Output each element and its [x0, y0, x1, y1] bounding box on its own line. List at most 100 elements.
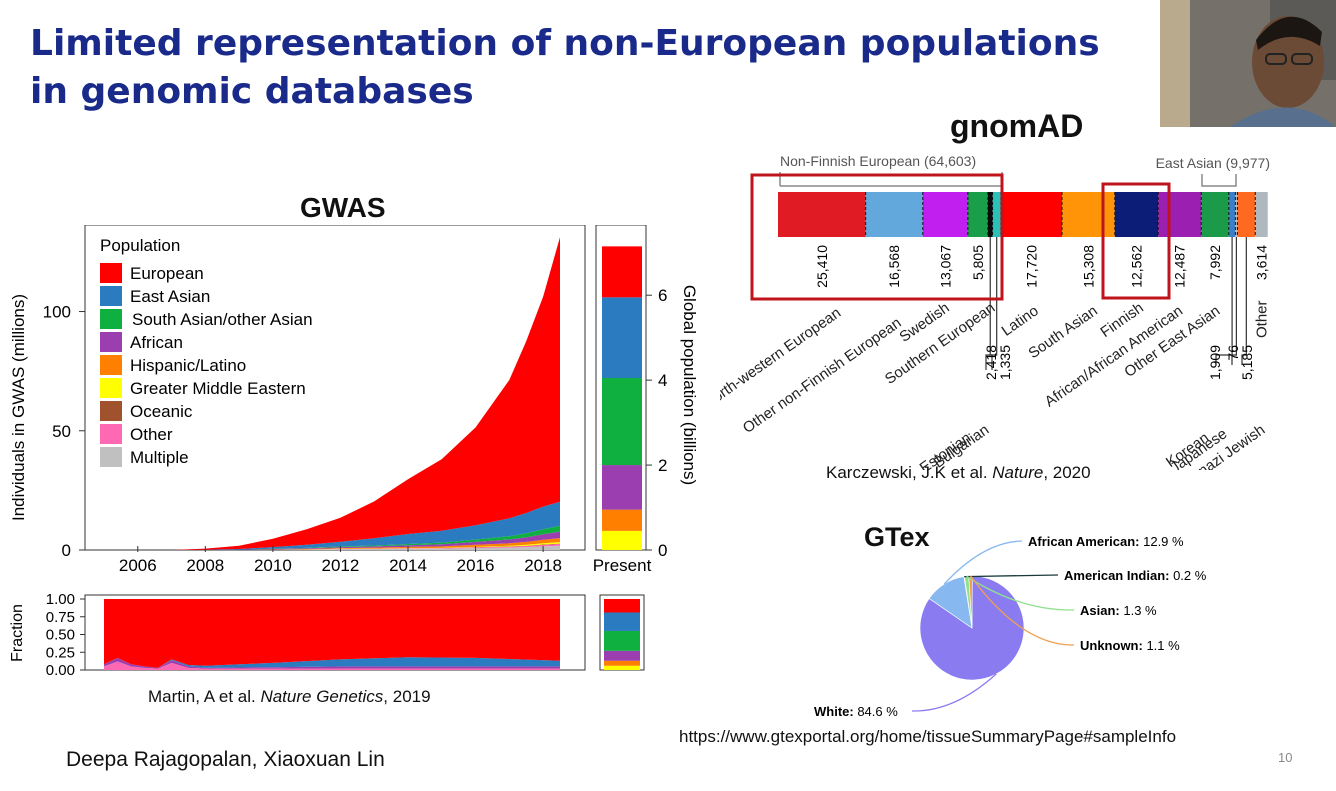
gnomad-value-label: 15,308: [1080, 245, 1096, 288]
gnomad-value-label: 12,562: [1128, 245, 1144, 288]
pie-label-african-american: African American: 12.9 %: [1028, 534, 1184, 549]
global-fraction-european: [604, 599, 640, 613]
fraction-area-east-asian: [104, 657, 560, 668]
gnomad-value-label: 17,720: [1023, 245, 1039, 288]
population-ytick-label: 2: [658, 456, 667, 475]
gnomad-citation-authors: Karczewski, J.K et al.: [826, 463, 993, 482]
population-bar-african: [602, 465, 642, 510]
gnomad-bar-african-african-american: [1158, 192, 1202, 237]
fraction-area-european: [104, 599, 560, 668]
population-bar-east-asian: [602, 297, 642, 379]
legend-item-hispanic-latino: Hispanic/Latino: [130, 356, 246, 375]
legend-item-south-asian-other-asian: South Asian/other Asian: [132, 310, 313, 329]
group-label-non-finnish-european: Non-Finnish European (64,603): [780, 153, 976, 169]
gtex-source-url: https://www.gtexportal.org/home/tissueSu…: [679, 727, 1177, 746]
gwas-heading: GWAS: [300, 192, 386, 223]
gnomad-category-label: Other: [1254, 300, 1271, 338]
pie-leader-line: [966, 575, 1075, 611]
gwas-xtick-label: 2016: [457, 556, 495, 575]
gnomad-leader-line: [1215, 237, 1233, 365]
population-ylabel: Global population (billions): [680, 285, 699, 485]
legend-swatch: [100, 286, 122, 306]
fraction-ytick-label: 0.75: [46, 609, 75, 626]
gnomad-value-label: 7,992: [1207, 245, 1223, 280]
gnomad-value-label: 12,487: [1172, 245, 1188, 288]
gnomad-bar-other-non-finnish-european: [865, 192, 923, 237]
gnomad-bar-japanese: [1235, 192, 1238, 237]
pie-leader-line: [964, 574, 1059, 578]
authors-footer: Deepa Rajagopalan, Xiaoxuan Lin: [66, 748, 385, 771]
gnomad-bar-bulgarian: [987, 192, 993, 237]
gnomad-leader-line: [985, 237, 998, 370]
legend-swatch: [100, 424, 122, 444]
gwas-ytick-label: 50: [52, 422, 71, 441]
fraction-area-african: [104, 657, 560, 669]
global-fraction-african: [604, 650, 640, 661]
legend-item-african: African: [130, 333, 183, 352]
gwas-ytick-label: 0: [62, 541, 71, 560]
global-fraction-greater-middle-eastern: [604, 665, 640, 670]
gwas-xtick-label: 2006: [119, 556, 157, 575]
gnomad-value-label: 5,185: [1239, 345, 1255, 380]
gnomad-bar-swedish: [922, 192, 968, 237]
gnomad-leader-line: [1241, 237, 1247, 365]
legend-title: Population: [100, 236, 180, 255]
gwas-area-hispanic-latino: [104, 538, 560, 550]
legend-swatch: [100, 401, 122, 421]
pie-leader-line: [911, 673, 997, 712]
gwas-area-multiple: [104, 545, 560, 550]
gnomad-value-label: 2,418: [983, 345, 999, 380]
gnomad-leader-line: [1231, 237, 1237, 365]
gnomad-bar-korean: [1228, 192, 1236, 237]
gnomad-bar-finnish: [1114, 192, 1159, 237]
legend-item-oceanic: Oceanic: [130, 402, 193, 421]
population-bar-hispanic-latino: [602, 509, 642, 531]
gnomad-category-label: Latino: [998, 302, 1041, 339]
fraction-ytick-label: 0.00: [46, 662, 75, 679]
legend-item-greater-middle-eastern: Greater Middle Eastern: [130, 379, 306, 398]
slide-title: Limited representation of non-European p…: [30, 23, 1100, 112]
pie-leader-line: [943, 540, 1023, 585]
highlight-box-finnish: [1101, 182, 1171, 300]
gnomad-bar-estonian: [992, 192, 1001, 237]
legend-swatch: [100, 332, 122, 352]
pie-label-white: White: 84.6 %: [814, 704, 898, 719]
gwas-citation-journal: Nature Genetics: [260, 687, 384, 706]
slide-number: 10: [1278, 750, 1293, 765]
legend-swatch: [100, 447, 122, 467]
gnomad-value-label: 16,568: [886, 245, 902, 288]
gnomad-value-label: 1,909: [1207, 345, 1223, 380]
pie-label-asian: Asian: 1.3 %: [1080, 603, 1157, 618]
gnomad-chart: Non-Finnish European (64,603) East Asian …: [720, 153, 1271, 470]
gnomad-bar-south-asian: [1062, 192, 1115, 237]
fraction-ylabel: Fraction: [9, 604, 26, 662]
legend-swatch: [100, 355, 122, 375]
legend-item-other: Other: [130, 425, 173, 444]
gnomad-bar-other: [1255, 192, 1268, 237]
gnomad-value-label: 76: [1225, 345, 1241, 361]
legend-swatch: [100, 309, 122, 329]
gwas-area-east-asian: [104, 501, 560, 550]
gnomad-value-label: 3,614: [1254, 245, 1270, 280]
population-bar-greater-middle-eastern: [602, 530, 642, 550]
global-fraction-hispanic-latino: [604, 660, 640, 666]
legend-item-european: European: [130, 264, 204, 283]
gnomad-bar-other-east-asian: [1201, 192, 1229, 237]
presenter-video-icon: [1160, 0, 1336, 127]
fraction-ytick-label: 0.25: [46, 644, 75, 661]
gnomad-value-label: 1,335: [997, 345, 1013, 380]
group-brace-east-asian: [1201, 174, 1237, 187]
gnomad-citation: Karczewski, J.K et al. Nature, 2020: [826, 463, 1091, 483]
gwas-xtick-label: 2012: [322, 556, 360, 575]
gnomad-bar-latino: [1000, 192, 1063, 237]
gtex-pie-chart: White: 84.6 % African American: 12.9 % Ame…: [814, 534, 1207, 719]
global-fraction-east-asian: [604, 612, 640, 631]
gnomad-bar-north-western-european: [778, 192, 866, 237]
population-xtick-label: Present: [593, 556, 652, 575]
fraction-ytick-label: 1.00: [46, 591, 75, 608]
legend-swatch: [100, 263, 122, 283]
gnomad-citation-year: , 2020: [1043, 463, 1091, 482]
highlight-box-non-finnish-european: [750, 173, 1004, 301]
gnomad-value-label: 5,805: [970, 245, 986, 280]
population-bar-south-asian-other-asian: [602, 378, 642, 466]
